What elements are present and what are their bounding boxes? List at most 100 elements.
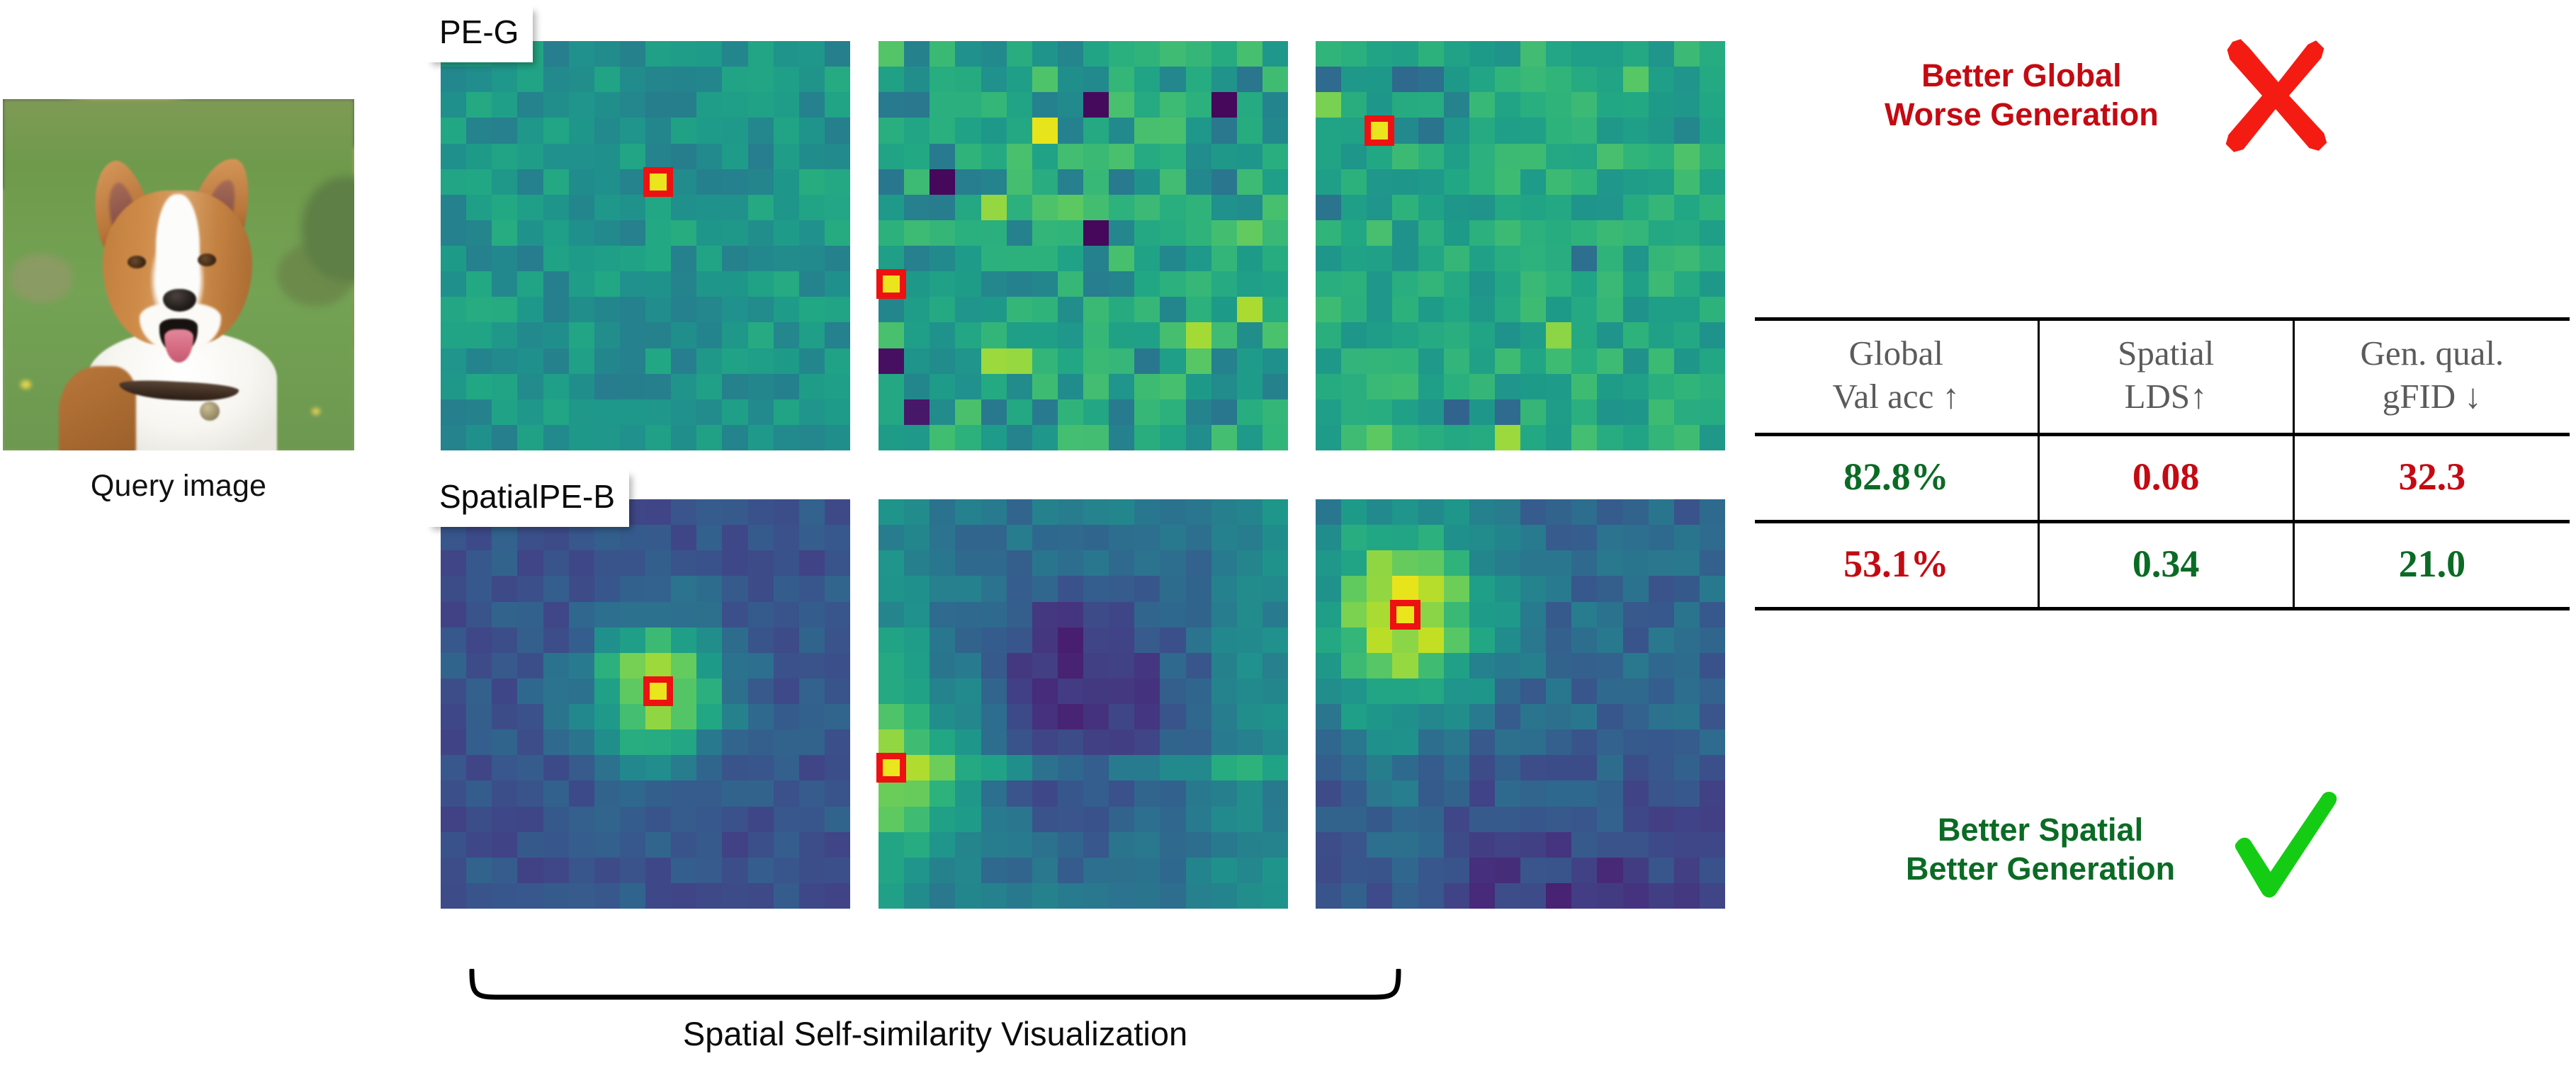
heatmap-cell bbox=[543, 525, 569, 551]
heatmap-cell bbox=[1057, 755, 1083, 781]
heatmap-cell bbox=[1648, 729, 1674, 756]
heatmap-cell bbox=[1367, 678, 1393, 704]
heatmap-cell bbox=[1622, 143, 1649, 169]
heatmap-cell bbox=[594, 627, 620, 653]
callout-worse-generation: Better Global Worse Generation bbox=[1885, 28, 2343, 163]
heatmap-cell bbox=[1571, 297, 1598, 323]
heatmap-cell bbox=[1520, 297, 1547, 323]
heatmap-cell bbox=[1673, 220, 1700, 246]
heatmap-cell bbox=[1262, 550, 1288, 576]
heatmap-cell bbox=[645, 297, 672, 323]
heatmap-cell bbox=[1185, 499, 1211, 526]
heatmap-cell bbox=[824, 143, 850, 169]
heatmap-cell bbox=[619, 882, 645, 909]
heatmap-cell bbox=[1134, 322, 1160, 348]
heatmap-cell bbox=[1185, 525, 1211, 551]
heatmap-cell bbox=[1469, 118, 1495, 144]
heatmap-cell bbox=[1699, 652, 1725, 678]
heatmap-panel-pe-g-1 bbox=[441, 41, 850, 450]
heatmap-cell bbox=[1494, 601, 1520, 627]
heatmap-cell bbox=[1134, 627, 1160, 653]
heatmap-cell bbox=[1236, 297, 1262, 323]
heatmap-cell bbox=[1083, 399, 1109, 425]
heatmap-cell bbox=[1622, 576, 1649, 602]
heatmap-cell bbox=[1546, 424, 1572, 450]
heatmap-cell bbox=[1648, 399, 1674, 425]
heatmap-cell bbox=[1367, 399, 1393, 425]
heatmap-cell bbox=[1006, 169, 1032, 195]
heatmap-cell bbox=[619, 704, 645, 730]
heatmap-cell bbox=[1520, 729, 1547, 756]
heatmap-cell bbox=[773, 780, 799, 807]
heatmap-cell bbox=[619, 424, 645, 450]
heatmap-cell bbox=[1443, 755, 1469, 781]
heatmap-cell bbox=[594, 525, 620, 551]
heatmap-cell bbox=[1699, 143, 1725, 169]
heatmap-cell bbox=[1006, 92, 1032, 118]
heatmap-cell bbox=[543, 831, 569, 858]
heatmap-cell bbox=[798, 373, 825, 399]
heatmap-cell bbox=[645, 780, 672, 807]
heatmap-cell bbox=[955, 194, 981, 220]
heatmap-cell bbox=[930, 271, 956, 297]
heatmap-cell bbox=[645, 704, 672, 730]
heatmap-cell bbox=[1571, 831, 1598, 858]
heatmap-cell bbox=[1032, 729, 1058, 756]
heatmap-cell bbox=[930, 322, 956, 348]
heatmap-cell bbox=[904, 373, 930, 399]
heatmap-cell bbox=[824, 755, 850, 781]
heatmap-cell bbox=[1520, 652, 1547, 678]
heatmap-cell bbox=[1648, 246, 1674, 272]
heatmap-cell bbox=[1316, 857, 1342, 883]
photo-dog bbox=[3, 99, 354, 450]
heatmap-cell bbox=[1262, 499, 1288, 526]
heatmap-cell bbox=[696, 169, 723, 195]
heatmap-cell bbox=[879, 246, 905, 272]
heatmap-cell bbox=[1494, 525, 1520, 551]
heatmap-cell bbox=[747, 525, 774, 551]
heatmap-cell bbox=[1083, 678, 1109, 704]
heatmap-cell bbox=[1520, 322, 1547, 348]
heatmap-cell bbox=[1648, 806, 1674, 832]
heatmap-cell bbox=[1006, 882, 1032, 909]
heatmap-cell bbox=[1443, 780, 1469, 807]
heatmap-cell bbox=[594, 246, 620, 272]
heatmap-cell bbox=[1057, 424, 1083, 450]
heatmap-cell bbox=[773, 601, 799, 627]
heatmap-cell bbox=[466, 652, 492, 678]
heatmap-cell bbox=[1469, 755, 1495, 781]
heatmap-cell bbox=[930, 652, 956, 678]
heatmap-cell bbox=[492, 246, 518, 272]
heatmap-cell bbox=[594, 576, 620, 602]
heatmap-cell bbox=[1236, 92, 1262, 118]
heatmap-cell bbox=[1316, 246, 1342, 272]
heatmap-cell bbox=[645, 806, 672, 832]
heatmap-cell bbox=[1134, 857, 1160, 883]
heatmap-cell bbox=[543, 550, 569, 576]
heatmap-cell bbox=[1057, 169, 1083, 195]
heatmap-cell bbox=[981, 678, 1007, 704]
heatmap-cell bbox=[619, 729, 645, 756]
heatmap-cell bbox=[645, 525, 672, 551]
heatmap-cell bbox=[1236, 322, 1262, 348]
heatmap-cell bbox=[1262, 118, 1288, 144]
heatmap-cell bbox=[543, 627, 569, 653]
cell-gfid-pe-g: 32.3 bbox=[2292, 434, 2570, 521]
heatmap-cell bbox=[594, 806, 620, 832]
heatmap-cell bbox=[1648, 67, 1674, 93]
heatmap-cell bbox=[1418, 118, 1444, 144]
heatmap-cell bbox=[1418, 92, 1444, 118]
heatmap-cell bbox=[1418, 882, 1444, 909]
heatmap-cell bbox=[1341, 755, 1367, 781]
heatmap-cell bbox=[1648, 882, 1674, 909]
heatmap-cell bbox=[1546, 143, 1572, 169]
heatmap-cell bbox=[1622, 322, 1649, 348]
heatmap-cell bbox=[1546, 550, 1572, 576]
heatmap-cell bbox=[1520, 220, 1547, 246]
heatmap-cell bbox=[930, 704, 956, 730]
heatmap-cell bbox=[696, 525, 723, 551]
heatmap-cell bbox=[773, 831, 799, 858]
cell-val-acc-pe-g: 82.8% bbox=[1843, 455, 1949, 498]
heatmap-cell bbox=[981, 424, 1007, 450]
heatmap-cell bbox=[798, 729, 825, 756]
